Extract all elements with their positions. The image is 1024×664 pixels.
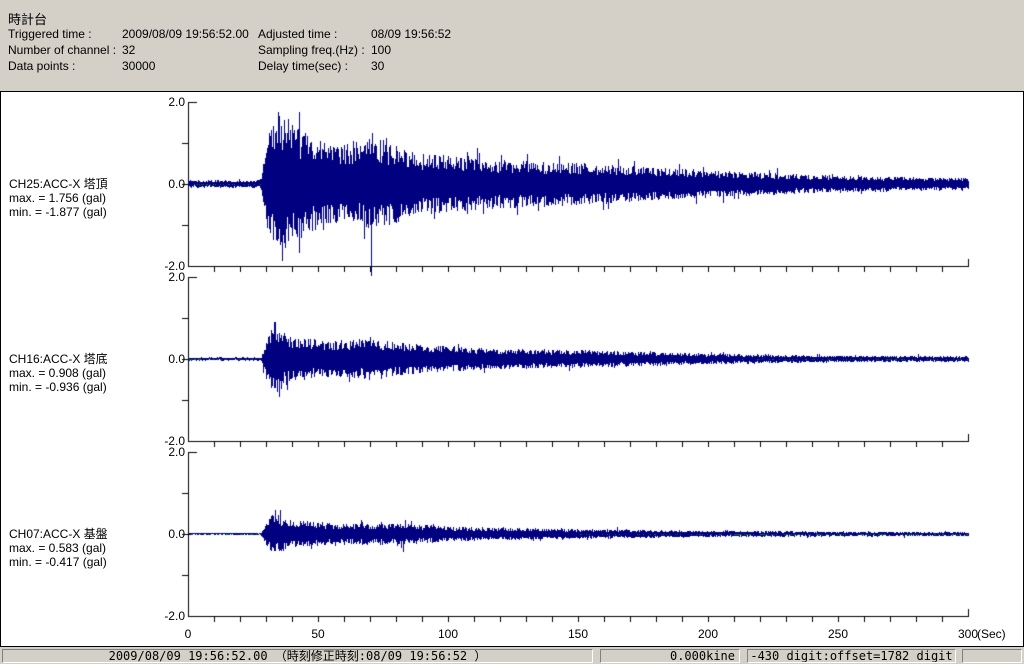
y-tick-label: 2.0 — [168, 445, 185, 459]
info-header: 時計台 Triggered time : 2009/08/09 19:56:52… — [0, 0, 1024, 91]
status-time-segment: 2009/08/09 19:56:52.00 （時刻修正時刻:08/09 19:… — [2, 649, 593, 663]
channel-name: CH25:ACC-X 塔頂 — [9, 177, 108, 191]
status-kine-text: 0.000kine — [669, 649, 735, 663]
y-tick-label: -2.0 — [164, 609, 185, 623]
window-title: 時計台 — [8, 12, 48, 27]
x-tick-label: 0 — [184, 627, 192, 641]
x-tick-label: 100 — [437, 627, 459, 641]
channel-max: max. = 0.583 (gal) — [9, 541, 107, 555]
triggered-time-value: 2009/08/09 19:56:52.00 — [122, 27, 249, 41]
delay-time-value: 30 — [371, 59, 385, 73]
status-digit-segment: -430 digit:offset=1782 digit — [747, 649, 956, 663]
status-kine-segment: 0.000kine — [600, 649, 740, 663]
status-digit-text: -430 digit:offset=1782 digit — [750, 649, 953, 663]
status-empty-segment — [962, 649, 1022, 663]
channel-name: CH07:ACC-X 基盤 — [9, 527, 108, 541]
channel-min: min. = -0.417 (gal) — [9, 555, 107, 569]
triggered-time-label: Triggered time : — [8, 27, 92, 41]
channel-min: min. = -1.877 (gal) — [9, 205, 107, 219]
x-tick-label: 50 — [311, 627, 325, 641]
y-tick-label: 2.0 — [168, 95, 185, 109]
data-points-value: 30000 — [122, 59, 156, 73]
channel-max: max. = 0.908 (gal) — [9, 366, 107, 380]
x-tick-label: 250 — [827, 627, 849, 641]
channel-info-ch25: CH25:ACC-X 塔頂 max. = 1.756 (gal) min. = … — [9, 177, 189, 219]
delay-time-label: Delay time(sec) : — [258, 59, 349, 73]
y-tick-label: -2.0 — [164, 259, 185, 273]
channel-info-ch07: CH07:ACC-X 基盤 max. = 0.583 (gal) min. = … — [9, 527, 189, 569]
x-tick-label: 200 — [697, 627, 719, 641]
channel-min: min. = -0.936 (gal) — [9, 380, 107, 394]
waveform-canvas — [1, 92, 1023, 646]
sampling-freq-label: Sampling freq.(Hz) : — [258, 43, 365, 57]
y-tick-label: 0.0 — [168, 177, 185, 191]
data-points-label: Data points : — [8, 59, 76, 73]
x-tick-label: 300 — [957, 627, 979, 641]
channel-max: max. = 1.756 (gal) — [9, 191, 107, 205]
waveform-panel: CH25:ACC-X 塔頂 max. = 1.756 (gal) min. = … — [0, 91, 1024, 647]
y-tick-label: 0.0 — [168, 527, 185, 541]
y-tick-label: 0.0 — [168, 352, 185, 366]
channel-count-label: Number of channel : — [8, 43, 117, 57]
adjusted-time-value: 08/09 19:56:52 — [371, 27, 452, 41]
adjusted-time-label: Adjusted time : — [258, 27, 338, 41]
channel-count-value: 32 — [122, 43, 136, 57]
y-tick-label: -2.0 — [164, 434, 185, 448]
status-time-text: 2009/08/09 19:56:52.00 （時刻修正時刻:08/09 19:… — [108, 649, 487, 663]
sampling-freq-value: 100 — [371, 43, 392, 57]
x-axis-unit-label: (Sec) — [977, 627, 1006, 641]
status-bar: 2009/08/09 19:56:52.00 （時刻修正時刻:08/09 19:… — [0, 647, 1024, 664]
y-tick-label: 2.0 — [168, 270, 185, 284]
x-tick-label: 150 — [567, 627, 589, 641]
channel-info-ch16: CH16:ACC-X 塔底 max. = 0.908 (gal) min. = … — [9, 352, 189, 394]
channel-name: CH16:ACC-X 塔底 — [9, 352, 108, 366]
